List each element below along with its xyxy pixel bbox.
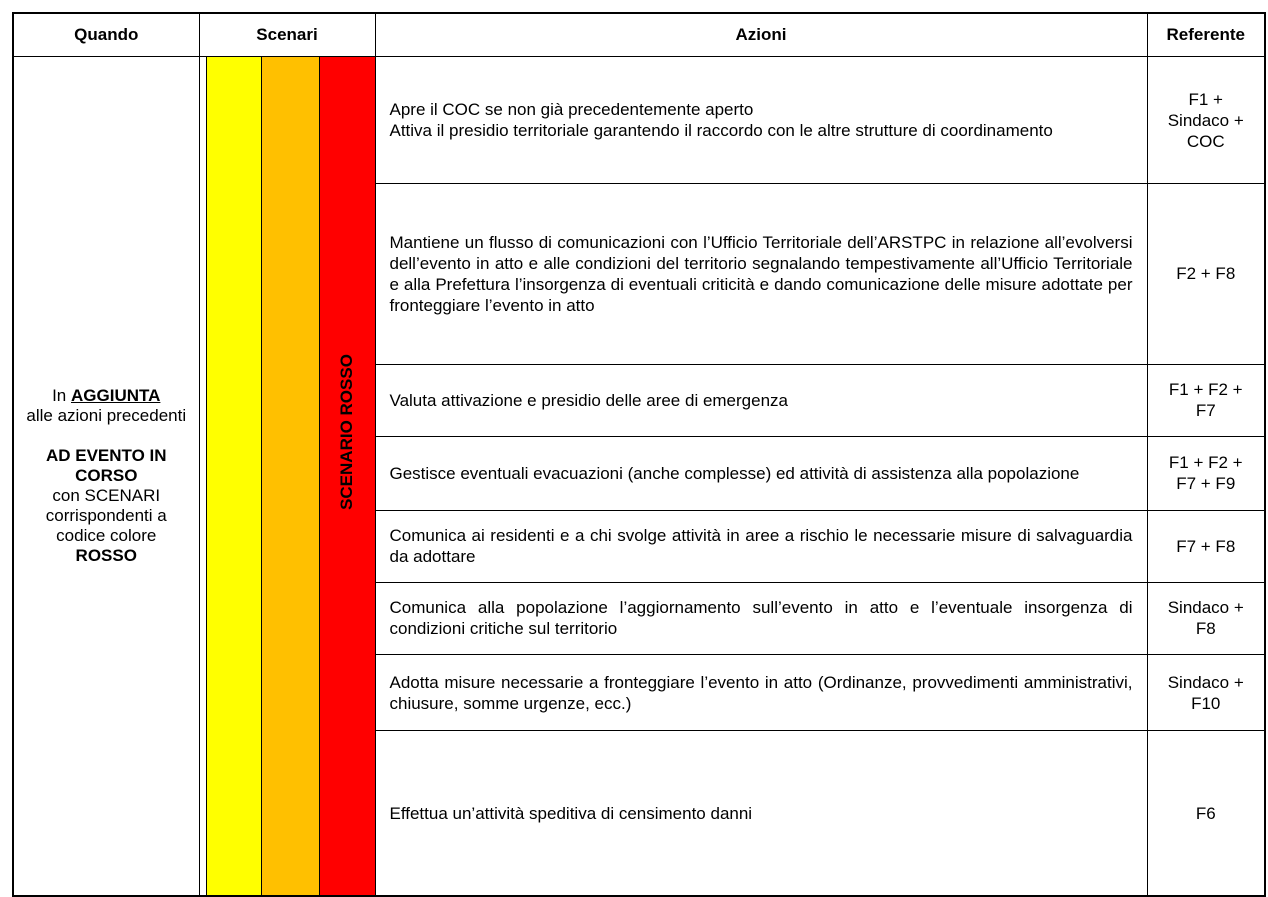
- azione-text: Attiva il presidio territoriale garanten…: [389, 121, 1053, 141]
- referente-cell: F1 + Sindaco + COC: [1146, 55, 1266, 185]
- row: Adotta misure necessarie a fronteggiare …: [13, 654, 1266, 732]
- text-strong: AD EVENTO IN CORSO: [45, 446, 167, 485]
- header-cell: Azioni: [374, 12, 1148, 57]
- azione-text: Mantiene un flusso di comunicazioni con …: [389, 232, 1133, 315]
- row: Valuta attivazione e presidio delle aree…: [13, 363, 1266, 437]
- azioni-cell: Gestisce eventuali evacuazioni (anche co…: [374, 435, 1148, 511]
- referente-cell: Sindaco + F10: [1146, 654, 1266, 732]
- azioni-cell: Adotta misure necessarie a fronteggiare …: [374, 654, 1148, 732]
- table-body: In AGGIUNTA alle azioni precedenti AD EVEN…: [12, 55, 1266, 897]
- row: Comunica alla popolazione l’aggiornament…: [13, 581, 1266, 656]
- row: Gestisce eventuali evacuazioni (anche co…: [13, 435, 1266, 511]
- azione-text: Comunica alla popolazione l’aggiornament…: [389, 598, 1133, 639]
- referente-cell: F2 + F8: [1146, 183, 1266, 365]
- quando-cell: In AGGIUNTA alle azioni precedenti AD EVEN…: [12, 56, 200, 897]
- referente-cell: F1 + F2 + F7 + F9: [1146, 435, 1266, 511]
- red-band: SCENARIO ROSSO: [318, 57, 375, 895]
- scenari-bands: SCENARIO ROSSO: [200, 57, 375, 895]
- row: In AGGIUNTA alle azioni precedenti AD EVEN…: [12, 55, 1266, 897]
- azione-text: Effettua un’attività speditiva di censim…: [389, 803, 753, 823]
- text-strong: AGGIUNTA: [71, 386, 161, 405]
- table: Quando Scenari Azioni Referente In AGGIU…: [12, 12, 1266, 897]
- azioni-cell: Apre il COC se non già precedentemente a…: [374, 55, 1148, 185]
- azione-text: Comunica ai residenti e a chi svolge att…: [389, 526, 1133, 567]
- header-cell: Referente: [1146, 12, 1266, 57]
- azioni-cell: Comunica alla popolazione l’aggiornament…: [374, 581, 1148, 656]
- text: con SCENARI corrispondenti a codice colo…: [45, 486, 167, 545]
- row: Comunica ai residenti e a chi svolge att…: [13, 509, 1266, 583]
- scenario-label: SCENARIO ROSSO: [337, 354, 356, 510]
- azioni-cell: Comunica ai residenti e a chi svolge att…: [374, 509, 1148, 583]
- azioni-cell: Mantiene un flusso di comunicazioni con …: [374, 183, 1148, 365]
- azioni-cell: Effettua un’attività speditiva di censim…: [374, 730, 1148, 897]
- row: Mantiene un flusso di comunicazioni con …: [13, 183, 1266, 365]
- text: alle azioni precedenti: [26, 406, 187, 425]
- text-strong: ROSSO: [75, 546, 137, 565]
- referente-cell: F7 + F8: [1146, 509, 1266, 583]
- referente-cell: F1 + F2 + F7: [1146, 363, 1266, 437]
- azione-text: Adotta misure necessarie a fronteggiare …: [389, 672, 1133, 713]
- azione-text: Apre il COC se non già precedentemente a…: [389, 100, 754, 120]
- header-cell: Quando: [12, 12, 200, 57]
- azioni-cell: Valuta attivazione e presidio delle aree…: [374, 363, 1148, 437]
- referente-cell: F6: [1146, 730, 1266, 897]
- orange-band: [260, 57, 319, 895]
- referente-cell: Sindaco + F8: [1146, 581, 1266, 656]
- row: Effettua un’attività speditiva di censim…: [13, 730, 1266, 897]
- text: In: [52, 386, 67, 405]
- header-cell: Scenari: [198, 12, 376, 57]
- header-row: Quando Scenari Azioni Referente: [12, 12, 1266, 57]
- spacer: [20, 426, 193, 446]
- scenari-cell: SCENARIO ROSSO: [198, 56, 376, 897]
- azione-text: Gestisce eventuali evacuazioni (anche co…: [389, 463, 1080, 483]
- yellow-band: [205, 57, 261, 895]
- azione-text: Valuta attivazione e presidio delle aree…: [389, 390, 789, 410]
